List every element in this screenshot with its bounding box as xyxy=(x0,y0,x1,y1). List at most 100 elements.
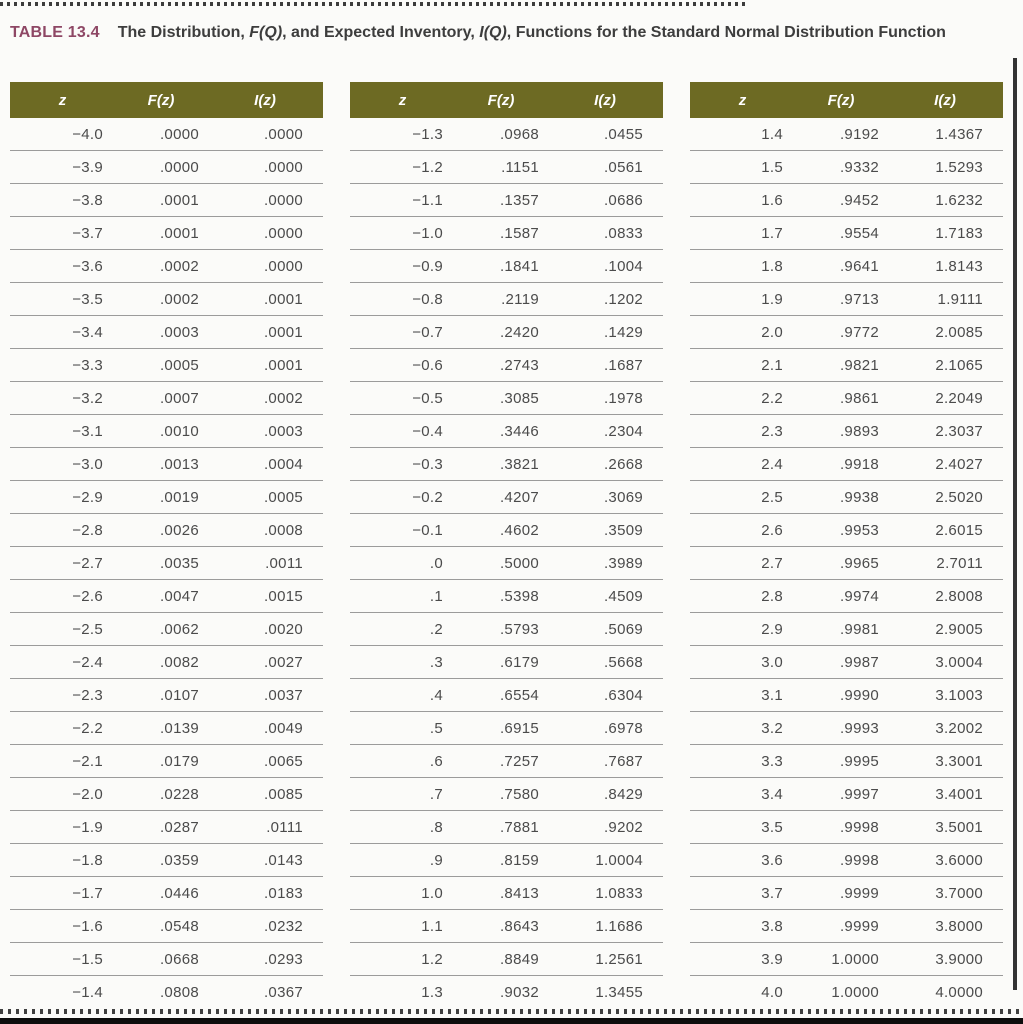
normal-distribution-table: z F(z) I(z) −4.0.0000.0000 −3.9.0000.0000 −3… xyxy=(10,82,1003,1009)
table-row: 2.0 .9772 2.0085 xyxy=(690,316,1003,349)
table-row: −1.2 .1151 .0561 xyxy=(350,151,663,184)
table-cell: .0228 xyxy=(159,785,199,803)
table-cell: 4.0 xyxy=(761,984,783,1001)
table-cell: −3.7 xyxy=(72,224,103,242)
table-row: −2.4 .0082 .0027 xyxy=(10,646,323,679)
table-cell: 3.2 xyxy=(761,719,783,737)
table-row: 1.5 .9332 1.5293 xyxy=(690,151,1003,184)
table-row: −3.6 .0002 .0000 xyxy=(10,250,323,283)
table-cell: 1.5 xyxy=(761,158,783,176)
column-header: z xyxy=(58,91,67,109)
table-caption: TABLE 13.4 The Distribution, F(Q), and Ex… xyxy=(10,24,1010,42)
table-cell: −1.7 xyxy=(72,884,103,902)
table-cell: .0001 xyxy=(263,323,303,341)
table-cell: .0002 xyxy=(263,389,303,407)
table-cell: 1.9 xyxy=(761,290,783,308)
table-cell: .6554 xyxy=(499,686,539,704)
table-cell: .0001 xyxy=(159,224,199,242)
table-cell: .3509 xyxy=(603,521,643,539)
table-cell: −2.5 xyxy=(72,620,103,638)
table-cell: .9995 xyxy=(839,752,879,770)
table-cell: .0367 xyxy=(263,984,303,1001)
table-cell: .0004 xyxy=(263,455,303,473)
table-cell: 2.2 xyxy=(761,389,783,407)
table-cell: .0833 xyxy=(603,224,643,242)
table-cell: .0003 xyxy=(159,323,199,341)
table-cell: 1.0000 xyxy=(831,984,879,1001)
table-cell: 2.8008 xyxy=(935,587,983,605)
table-row: .0 .5000 .3989 xyxy=(350,547,663,580)
table-cell: −2.0 xyxy=(72,785,103,803)
table-row: 1.6 .9452 1.6232 xyxy=(690,184,1003,217)
table-cell: .9641 xyxy=(839,257,879,275)
table-row: 2.8 .9974 2.8008 xyxy=(690,580,1003,613)
table-row: .7 .7580 .8429 xyxy=(350,778,663,811)
table-row: −0.6 .2743 .1687 xyxy=(350,349,663,382)
table-cell: −1.3 xyxy=(412,125,443,143)
table-cell: .8429 xyxy=(603,785,643,803)
table-row: −1.0 .1587 .0833 xyxy=(350,217,663,250)
table-row: .3 .6179 .5668 xyxy=(350,646,663,679)
table-cell: 2.5 xyxy=(761,488,783,506)
table-cell: .9965 xyxy=(839,554,879,572)
table-cell: .0015 xyxy=(263,587,303,605)
table-cell: 1.7 xyxy=(761,224,783,242)
table-cell: .0000 xyxy=(263,257,303,275)
table-cell: −2.8 xyxy=(72,521,103,539)
table-cell: .0561 xyxy=(603,158,643,176)
table-cell: .0035 xyxy=(159,554,199,572)
table-cell: −0.7 xyxy=(412,323,443,341)
table-cell: .0000 xyxy=(263,224,303,242)
column-header: z xyxy=(398,91,407,109)
table-cell: .9452 xyxy=(839,191,879,209)
table-cell: 2.7011 xyxy=(936,554,983,572)
table-row: −3.4 .0003 .0001 xyxy=(10,316,323,349)
table-cell: .0111 xyxy=(266,818,303,836)
table-group-body: 1.4 .9192 1.4367 1.5 .9332 1.5293 1.6 .9452 1.62… xyxy=(690,118,1003,1009)
table-cell: 1.0 xyxy=(421,884,443,902)
table-cell: .2668 xyxy=(603,455,643,473)
table-row: −3.0 .0013 .0004 xyxy=(10,448,323,481)
table-cell: 1.3455 xyxy=(595,984,643,1001)
table-row: 1.3 .9032 1.3455 xyxy=(350,976,663,1009)
table-cell: .9861 xyxy=(839,389,879,407)
table-row: −1.9 .0287 .0111 xyxy=(10,811,323,844)
table-cell: 2.4027 xyxy=(935,455,983,473)
table-cell: .0808 xyxy=(159,984,199,1001)
table-cell: .8849 xyxy=(499,950,539,968)
table-cell: −3.9 xyxy=(72,158,103,176)
table-cell: .0143 xyxy=(263,851,303,869)
table-cell: .8159 xyxy=(499,851,539,869)
table-cell: 3.9000 xyxy=(935,950,983,968)
table-row: 2.6 .9953 2.6015 xyxy=(690,514,1003,547)
table-cell: .4602 xyxy=(499,521,539,539)
table-row: −0.7 .2420 .1429 xyxy=(350,316,663,349)
table-cell: .0139 xyxy=(159,719,199,737)
table-row: 2.9 .9981 2.9005 xyxy=(690,613,1003,646)
table-cell: .0000 xyxy=(159,125,199,143)
table-cell: .0001 xyxy=(263,290,303,308)
table-row: −3.9 .0000 .0000 xyxy=(10,151,323,184)
table-group-header: z F(z) I(z) xyxy=(350,82,663,118)
table-row: −2.2 .0139 .0049 xyxy=(10,712,323,745)
table-cell: .0049 xyxy=(263,719,303,737)
table-cell: .7 xyxy=(429,785,443,803)
table-row: 1.0 .8413 1.0833 xyxy=(350,877,663,910)
table-cell: .5668 xyxy=(603,653,643,671)
table-cell: .5793 xyxy=(499,620,539,638)
table-cell: .9202 xyxy=(603,818,643,836)
table-cell: 1.4 xyxy=(761,125,783,143)
table-cell: .2420 xyxy=(499,323,539,341)
table-cell: 3.3 xyxy=(761,752,783,770)
table-cell: 3.2002 xyxy=(935,719,983,737)
table-row: −0.2 .4207 .3069 xyxy=(350,481,663,514)
table-cell: 1.5293 xyxy=(935,158,983,176)
table-row: .1 .5398 .4509 xyxy=(350,580,663,613)
table-cell: .0019 xyxy=(159,488,199,506)
table-cell: .1429 xyxy=(603,323,643,341)
table-cell: −2.2 xyxy=(72,719,103,737)
table-cell: .0 xyxy=(429,554,443,572)
table-cell: .9999 xyxy=(839,884,879,902)
table-row: 2.4 .9918 2.4027 xyxy=(690,448,1003,481)
table-row: 3.8 .9999 3.8000 xyxy=(690,910,1003,943)
